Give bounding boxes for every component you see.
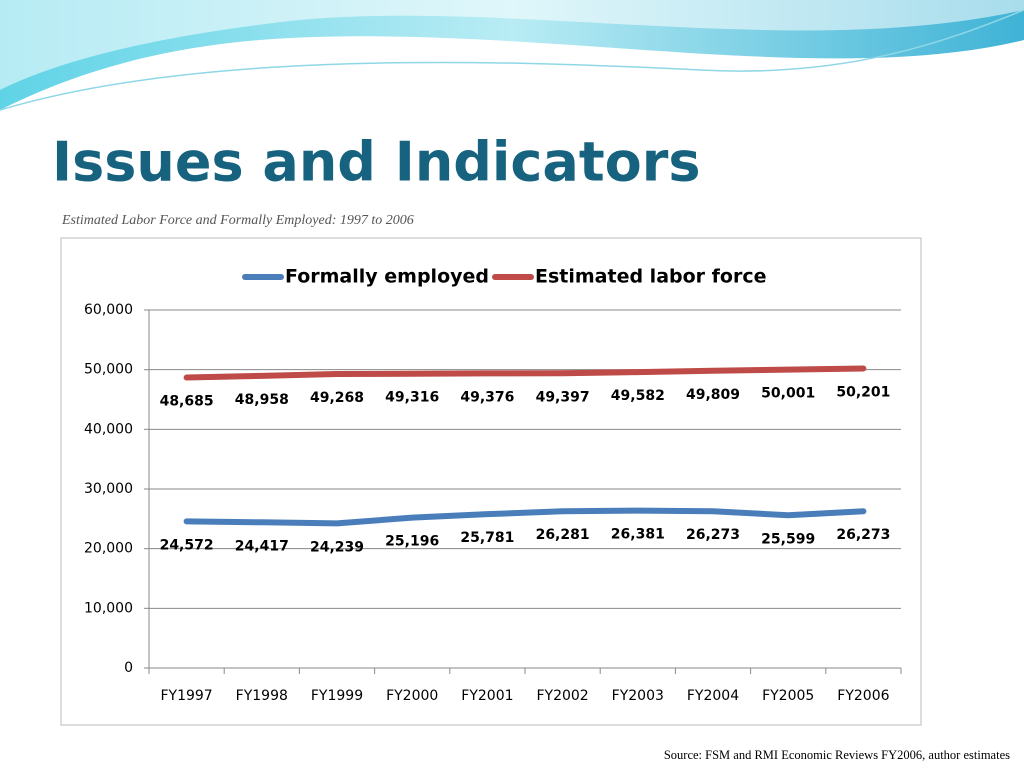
data-label: 49,397: [536, 389, 590, 405]
data-label: 48,958: [235, 392, 289, 408]
data-label: 25,599: [761, 531, 815, 547]
data-label: 50,001: [761, 386, 815, 402]
x-tick-label: FY2006: [837, 688, 889, 704]
chart-subtitle: Estimated Labor Force and Formally Emplo…: [61, 213, 414, 228]
x-tick-label: FY1999: [311, 688, 363, 704]
x-tick-label: FY2000: [386, 688, 438, 704]
x-tick-label: FY2005: [762, 688, 814, 704]
chart: 0 10,000 20,000 30,000 40,000 50,000 60,000 FY1…: [84, 266, 902, 704]
legend-label: Formally employed: [285, 266, 489, 288]
data-label: 25,781: [460, 530, 514, 546]
y-tick-label: 30,000: [84, 481, 133, 497]
y-tick-label: 60,000: [84, 302, 133, 318]
y-tick-label: 20,000: [84, 541, 133, 557]
data-label: 24,239: [310, 539, 364, 555]
data-label: 26,381: [611, 527, 665, 543]
data-label: 49,316: [385, 390, 439, 406]
data-label: 49,376: [460, 389, 514, 405]
data-label: 49,809: [686, 387, 740, 403]
data-label: 49,582: [611, 388, 665, 404]
y-tick-label: 10,000: [84, 600, 133, 616]
x-tick-label: FY2003: [612, 688, 664, 704]
data-label: 50,201: [836, 384, 890, 400]
header-wave-light: [0, 0, 1024, 90]
legend-label: Estimated labor force: [535, 266, 767, 288]
data-label: 48,685: [160, 394, 214, 410]
data-label: 24,572: [160, 537, 214, 553]
series-line: [183, 507, 867, 527]
series-line: [183, 365, 867, 381]
data-label: 26,281: [536, 527, 590, 543]
source-note: Source: FSM and RMI Economic Reviews FY2…: [664, 748, 1010, 762]
x-tick-label: FY2004: [687, 688, 739, 704]
data-label: 26,273: [686, 527, 740, 543]
slide-title: Issues and Indicators: [52, 131, 701, 194]
y-tick-label: 40,000: [84, 421, 133, 437]
data-label: 24,417: [235, 538, 289, 554]
y-tick-label: 0: [124, 660, 133, 676]
x-tick-label: FY1997: [160, 688, 212, 704]
data-label: 49,268: [310, 390, 364, 406]
y-tick-label: 50,000: [84, 362, 133, 378]
data-label: 25,196: [385, 534, 439, 550]
x-tick-label: FY1998: [236, 688, 288, 704]
x-tick-label: FY2002: [536, 688, 588, 704]
header-curve: [0, 9, 1024, 111]
x-tick-label: FY2001: [461, 688, 513, 704]
chart-frame: [60, 237, 922, 726]
data-label: 26,273: [836, 527, 890, 543]
